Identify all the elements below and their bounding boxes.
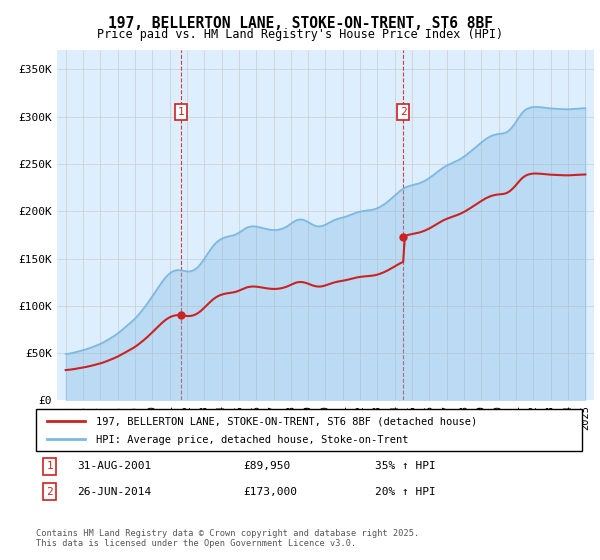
Text: 1: 1: [178, 107, 184, 117]
Text: Price paid vs. HM Land Registry's House Price Index (HPI): Price paid vs. HM Land Registry's House …: [97, 28, 503, 41]
Text: 197, BELLERTON LANE, STOKE-ON-TRENT, ST6 8BF: 197, BELLERTON LANE, STOKE-ON-TRENT, ST6…: [107, 16, 493, 31]
Text: 20% ↑ HPI: 20% ↑ HPI: [374, 487, 435, 497]
Text: HPI: Average price, detached house, Stoke-on-Trent: HPI: Average price, detached house, Stok…: [96, 435, 409, 445]
Text: 197, BELLERTON LANE, STOKE-ON-TRENT, ST6 8BF (detached house): 197, BELLERTON LANE, STOKE-ON-TRENT, ST6…: [96, 417, 478, 426]
Text: 35% ↑ HPI: 35% ↑ HPI: [374, 461, 435, 472]
Text: 31-AUG-2001: 31-AUG-2001: [77, 461, 151, 472]
Text: Contains HM Land Registry data © Crown copyright and database right 2025.
This d: Contains HM Land Registry data © Crown c…: [36, 529, 419, 548]
Text: 26-JUN-2014: 26-JUN-2014: [77, 487, 151, 497]
Text: £173,000: £173,000: [244, 487, 298, 497]
Text: 2: 2: [46, 487, 53, 497]
Text: 1: 1: [46, 461, 53, 472]
Text: £89,950: £89,950: [244, 461, 291, 472]
Text: 2: 2: [400, 107, 407, 117]
